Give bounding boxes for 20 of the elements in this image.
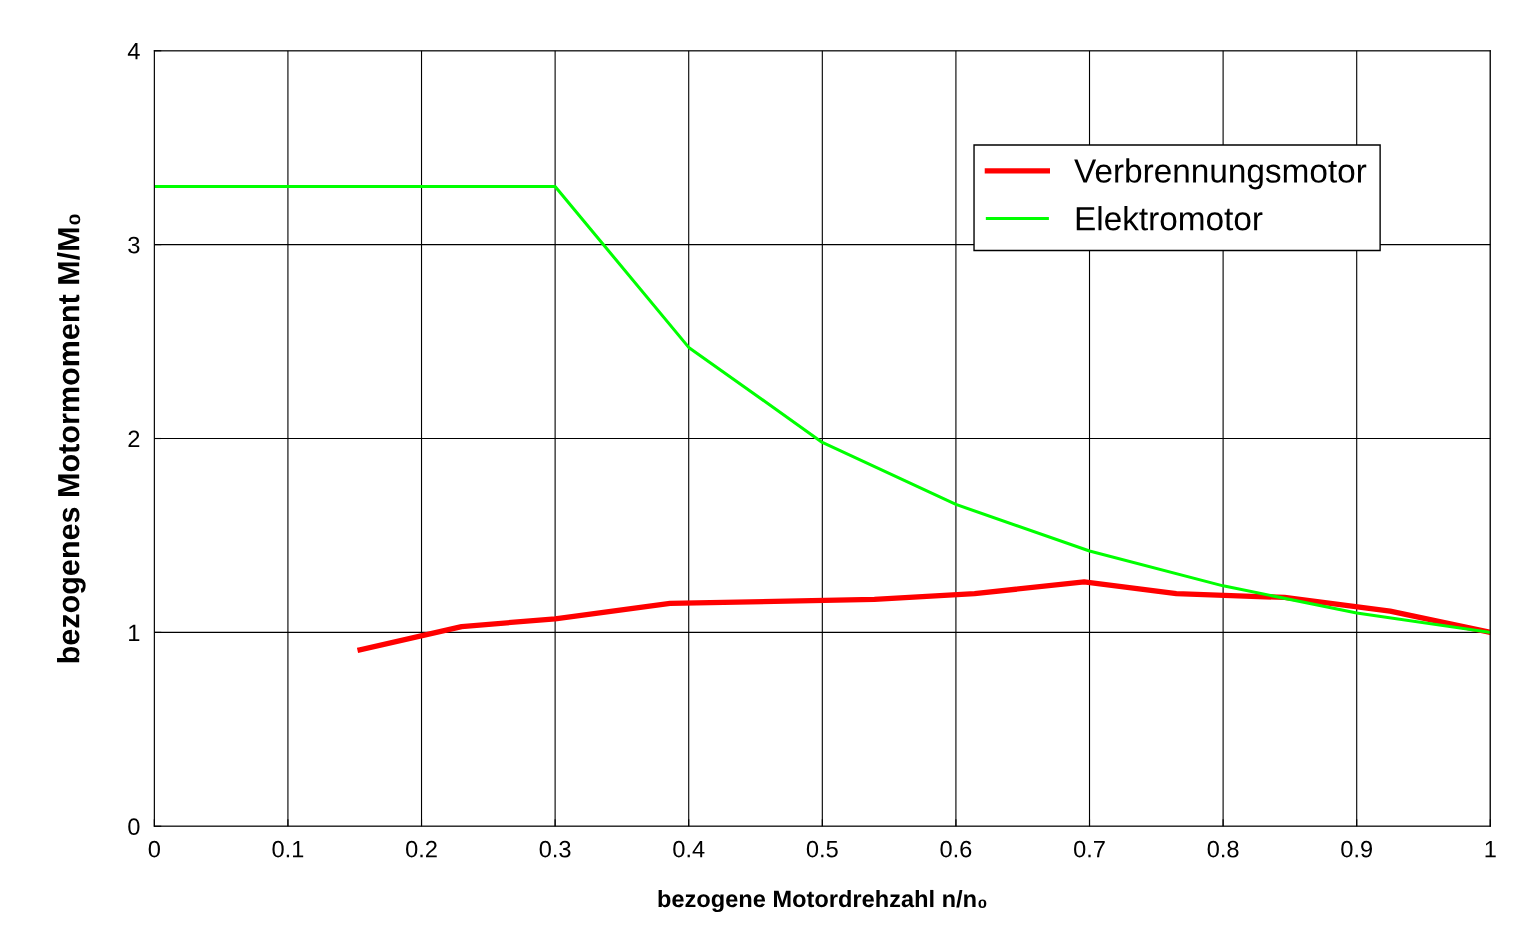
x-tick-label: 1	[1485, 841, 1496, 858]
x-tick-label: 0.4	[673, 840, 705, 858]
y-tick-label: 0	[128, 818, 140, 836]
x-tick-label: 0.3	[539, 840, 571, 858]
legend-label: Elektromotor	[1076, 206, 1263, 231]
y-tick-label: 1	[129, 624, 140, 641]
x-tick-label: 0.1	[272, 840, 304, 858]
x-tick-label: 0.5	[806, 840, 838, 858]
y-tick-label: 3	[128, 236, 140, 254]
x-axis-title: bezogene Motordrehzahl n/n₀	[658, 889, 987, 913]
x-tick-label: 0	[148, 840, 160, 858]
y-tick-label: 4	[127, 43, 140, 60]
x-tick-label: 0.6	[940, 840, 972, 858]
legend-label: Verbrennungsmotor	[1074, 158, 1367, 190]
y-tick-label: 2	[128, 430, 140, 448]
x-tick-label: 0.2	[406, 840, 437, 858]
x-tick-label: 0.8	[1207, 840, 1239, 858]
y-axis-title: bezogenes Motormoment M/M₀	[57, 214, 86, 663]
x-tick-label: 0.7	[1074, 840, 1105, 858]
x-tick-label: 0.9	[1341, 840, 1372, 858]
